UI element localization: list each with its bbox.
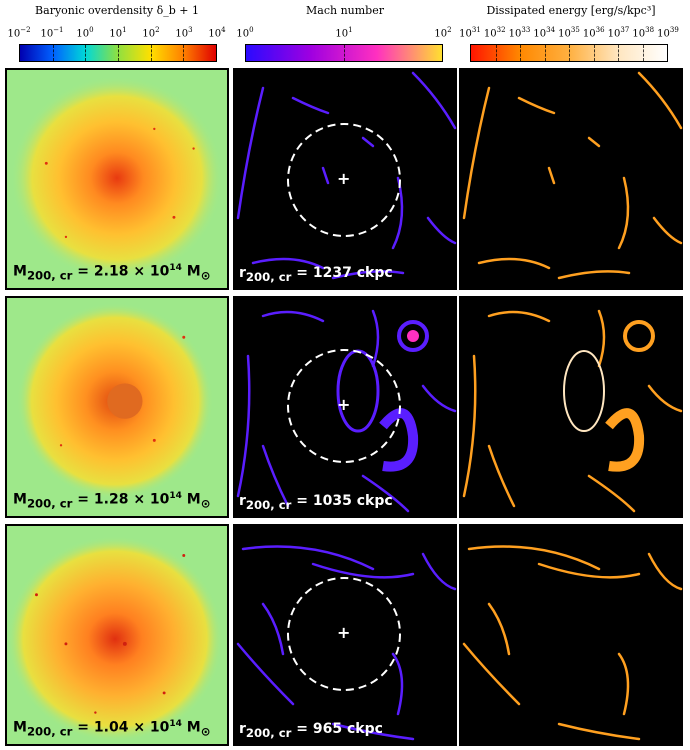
density-map <box>16 302 214 500</box>
energy-colorbar <box>470 44 668 62</box>
energy-colorbar-title: Dissipated energy [erg/s/kpc³] <box>486 4 656 17</box>
colorbar-tick-label: 1034 <box>533 26 556 40</box>
mach-map <box>236 545 457 741</box>
colorbar-tick-label: 1033 <box>508 26 531 40</box>
energy-map <box>462 309 683 513</box>
colorbar-tick-mark <box>150 45 153 61</box>
mach-panel-row1: + r200, cr = 1237 ckpc <box>233 68 457 290</box>
mass-label: M200, cr = 1.28 × 1014 M⊙ <box>13 490 211 510</box>
colorbar-tick-mark <box>618 45 620 61</box>
colorbar-tick-label: 101 <box>109 26 127 40</box>
density-panel-row1: M200, cr = 2.18 × 1014 M⊙ <box>5 68 229 290</box>
colorbar-tick-label: 10−1 <box>40 26 64 40</box>
energy-panel-row2 <box>459 296 683 518</box>
mach-colorbar <box>245 44 443 62</box>
center-marker: + <box>337 395 351 414</box>
colorbar-tick-label: 102 <box>142 26 160 40</box>
radius-label: r200, cr = 965 ckpc <box>239 721 383 740</box>
colorbar-tick-mark <box>344 45 346 61</box>
colorbar-tick-mark <box>520 45 522 61</box>
density-panel-row2: M200, cr = 1.28 × 1014 M⊙ <box>5 296 229 518</box>
colorbar-tick-label: 1032 <box>483 26 506 40</box>
colorbar-tick-label: 100 <box>76 26 94 40</box>
mach-map <box>236 309 457 513</box>
colorbar-tick-mark <box>642 45 645 61</box>
colorbar-tick-mark <box>85 45 87 61</box>
mass-label: M200, cr = 2.18 × 1014 M⊙ <box>13 262 211 282</box>
colorbar-tick-label: 1037 <box>607 26 630 40</box>
radius-label: r200, cr = 1035 ckpc <box>239 493 393 512</box>
colorbar-tick-label: 104 <box>208 26 226 40</box>
colorbar-tick-label: 1038 <box>632 26 655 40</box>
mach-panel-row2: + r200, cr = 1035 ckpc <box>233 296 457 518</box>
density-colorbar-ticks: 10−2 10−1 100 101 102 103 104 <box>7 26 225 42</box>
colorbar-tick-mark <box>593 45 596 61</box>
colorbar-tick-label: 100 <box>236 26 254 40</box>
energy-colorbar-ticks: 1031 1032 1033 1034 1035 1036 1037 1038 1039 <box>459 26 679 42</box>
radius-label: r200, cr = 1237 ckpc <box>239 265 393 284</box>
colorbar-tick-mark <box>569 45 571 61</box>
energy-map <box>462 545 683 741</box>
energy-map <box>462 71 683 280</box>
mach-panel-row3: + r200, cr = 965 ckpc <box>233 524 457 746</box>
center-marker: + <box>337 169 351 188</box>
density-colorbar-title: Baryonic overdensity δ_b + 1 <box>35 4 199 17</box>
center-marker: + <box>337 623 351 642</box>
colorbar-tick-label: 1036 <box>582 26 605 40</box>
colorbar-tick-label: 103 <box>175 26 193 40</box>
density-map <box>10 75 224 281</box>
colorbar-tick-mark <box>544 45 547 61</box>
colorbar-tick-label: 10−2 <box>7 26 31 40</box>
density-colorbar <box>19 44 217 62</box>
colorbar-tick-label: 102 <box>434 26 452 40</box>
energy-panel-row1 <box>459 68 683 290</box>
colorbar-tick-mark <box>495 45 498 61</box>
mass-label: M200, cr = 1.04 × 1014 M⊙ <box>13 718 211 738</box>
mach-colorbar-ticks: 100 101 102 <box>236 26 451 42</box>
energy-panel-row3 <box>459 524 683 746</box>
mach-map <box>236 71 457 280</box>
colorbar-tick-label: 1035 <box>558 26 580 40</box>
density-panel-row3: M200, cr = 1.04 × 1014 M⊙ <box>5 524 229 746</box>
colorbar-tick-label: 1031 <box>459 26 481 40</box>
colorbar-tick-label: 1039 <box>657 26 679 40</box>
colorbar-tick-mark <box>118 45 120 61</box>
colorbar-tick-label: 101 <box>335 26 353 40</box>
density-map <box>7 535 224 743</box>
colorbar-tick-mark <box>183 45 185 61</box>
mach-colorbar-title: Mach number <box>306 4 384 17</box>
colorbar-tick-mark <box>52 45 55 61</box>
